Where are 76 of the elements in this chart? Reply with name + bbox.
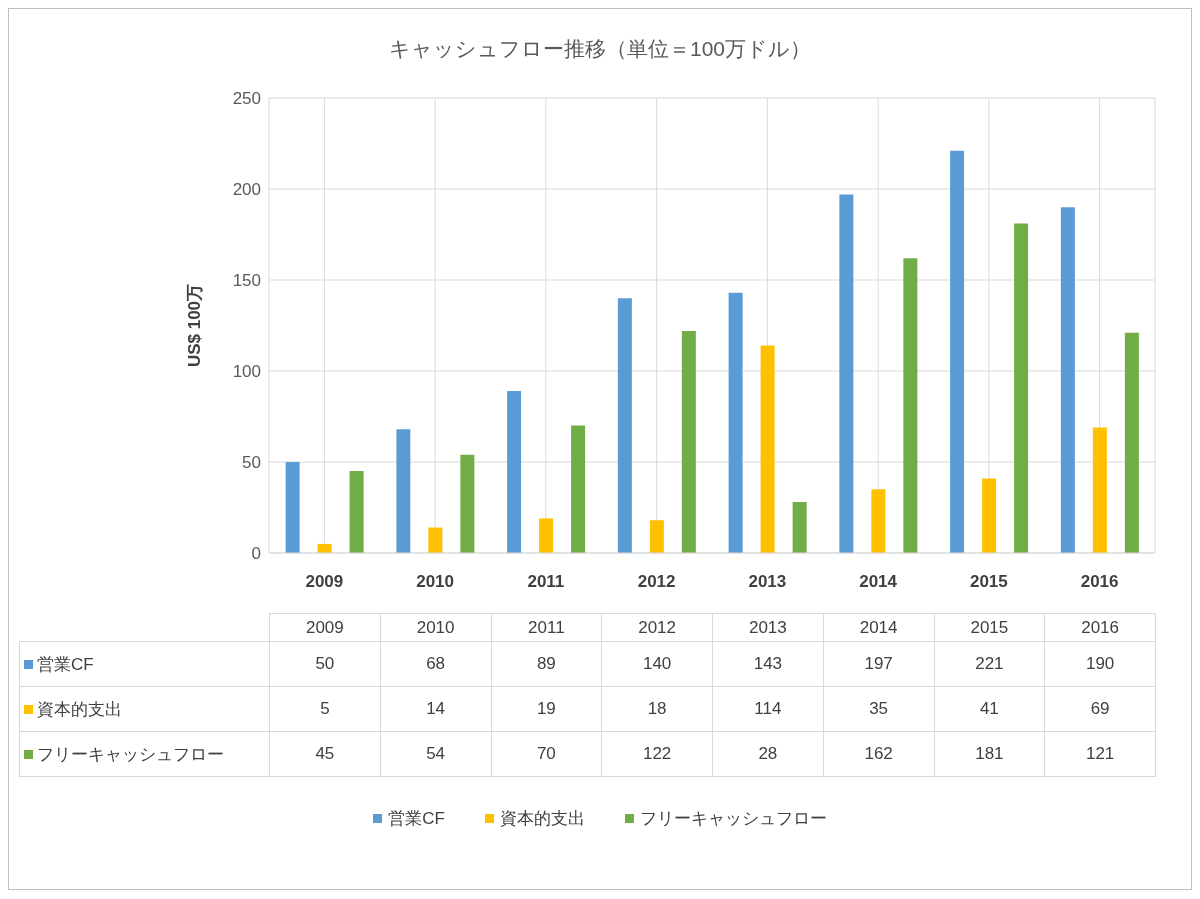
bar <box>1124 332 1139 553</box>
bar <box>507 391 522 553</box>
data-label: 89 <box>491 641 602 687</box>
category-label: 2015 <box>970 617 1009 637</box>
x-tick-label: 2013 <box>748 572 787 592</box>
bar <box>1092 427 1107 553</box>
data-label: 35 <box>823 686 934 732</box>
category-label: 2013 <box>748 617 787 637</box>
bar <box>839 194 854 553</box>
x-tick-label: 2016 <box>1080 572 1119 592</box>
bar <box>1060 207 1075 553</box>
category-label: 2010 <box>416 617 455 637</box>
bar <box>571 425 586 553</box>
bar <box>760 345 775 553</box>
bar <box>728 292 743 553</box>
bar <box>349 471 364 553</box>
y-tick-label: 150 <box>232 271 261 291</box>
legend-label: フリーキャッシュフロー <box>36 743 224 766</box>
data-label: 5 <box>269 686 381 732</box>
x-tick-label: 2012 <box>637 572 676 592</box>
bar <box>396 429 411 553</box>
bar <box>428 527 443 553</box>
category-label: 2012 <box>638 617 677 637</box>
chart-title: キャッシュフロー推移（単位＝100万ドル） <box>387 36 812 62</box>
data-label: 190 <box>1044 641 1156 687</box>
category-label: 2011 <box>528 617 565 637</box>
data-label: 140 <box>601 641 713 687</box>
bar <box>903 258 918 553</box>
data-label: 45 <box>269 731 381 777</box>
data-label: 197 <box>823 641 934 687</box>
category-label: 2009 <box>305 617 344 637</box>
data-label: 19 <box>491 686 602 732</box>
y-tick-label: 250 <box>232 89 261 109</box>
data-label: 54 <box>380 731 491 777</box>
x-tick-label: 2015 <box>969 572 1008 592</box>
x-tick-label: 2011 <box>527 572 565 592</box>
data-label: 221 <box>934 641 1045 687</box>
bar <box>792 502 807 553</box>
data-label: 28 <box>712 731 824 777</box>
bar <box>617 298 632 553</box>
bar <box>539 518 554 553</box>
y-tick-label: 100 <box>232 362 261 382</box>
bar <box>950 150 965 553</box>
data-label: 121 <box>1044 731 1156 777</box>
y-tick-label: 50 <box>242 453 261 473</box>
bar <box>871 489 886 553</box>
bar <box>649 520 664 553</box>
data-label: 114 <box>712 686 824 732</box>
legend-label: 営業CF <box>36 653 94 676</box>
y-tick-label: 200 <box>232 180 261 200</box>
bar <box>681 330 696 553</box>
data-label: 70 <box>491 731 602 777</box>
bar <box>982 478 997 553</box>
data-label: 69 <box>1044 686 1156 732</box>
bar <box>285 462 300 553</box>
x-tick-label: 2009 <box>305 572 344 592</box>
y-tick-label: 0 <box>251 544 261 564</box>
category-label: 2016 <box>1081 617 1120 637</box>
x-tick-label: 2010 <box>416 572 455 592</box>
data-label: 162 <box>823 731 934 777</box>
data-label: 14 <box>380 686 491 732</box>
data-label: 122 <box>601 731 713 777</box>
text: フリーキャッシュフロー <box>639 809 827 828</box>
text: 資本的支出 <box>499 809 585 828</box>
y-axis-title: US$ 100万 <box>185 283 205 368</box>
data-label: 68 <box>380 641 491 687</box>
category-label: 2014 <box>859 617 898 637</box>
bar <box>1014 223 1029 553</box>
data-label: 41 <box>934 686 1045 732</box>
x-tick-label: 2014 <box>859 572 898 592</box>
bar <box>460 454 475 553</box>
data-label: 143 <box>712 641 824 687</box>
data-label: 181 <box>934 731 1045 777</box>
data-label: 18 <box>601 686 713 732</box>
legend-label: 資本的支出 <box>36 698 122 721</box>
text: 営業CF <box>388 809 445 828</box>
